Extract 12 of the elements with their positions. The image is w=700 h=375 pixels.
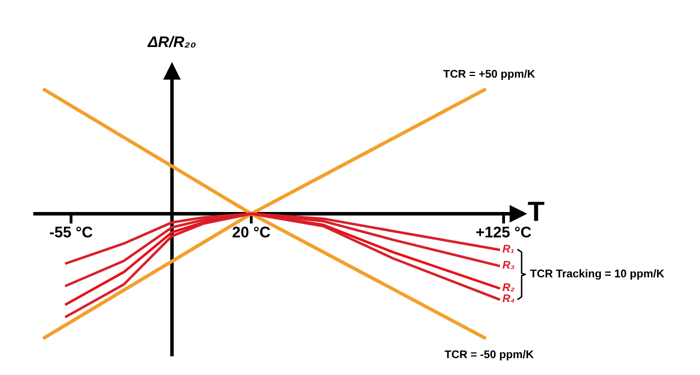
x-tick-label: -55 °C (50, 226, 92, 238)
series-label: R₂ (502, 283, 514, 292)
text: TCR Tracking = 10 ppm/K (530, 269, 664, 280)
series-label: TCR = -50 ppm/K (444, 350, 534, 360)
series-label: R₄ (502, 294, 514, 302)
series-label: TCR = +50 ppm/K (443, 70, 536, 80)
x-tick-label: +125 °C (476, 226, 532, 238)
series-label: R₁ (502, 244, 514, 253)
x-axis-title: T (528, 202, 544, 221)
y-axis-title: ΔR/R₂₀ (147, 36, 196, 48)
x-tick-label: 20 °C (232, 226, 270, 238)
series-label: R₃ (502, 261, 514, 270)
